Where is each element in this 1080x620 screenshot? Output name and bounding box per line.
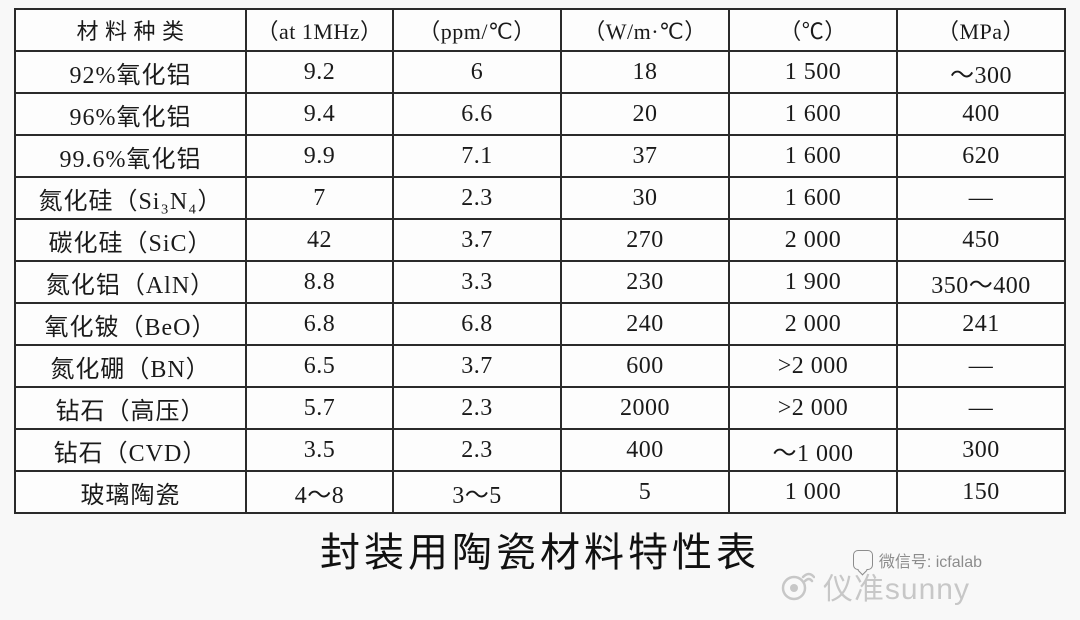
value-cell: 3.3: [393, 261, 561, 303]
value-cell: 7: [246, 177, 393, 219]
value-cell: 18: [561, 51, 729, 93]
value-cell: 600: [561, 345, 729, 387]
value-cell: 1 600: [729, 93, 897, 135]
value-cell: 620: [897, 135, 1065, 177]
value-cell: 9.2: [246, 51, 393, 93]
table-row: 氮化铝（AlN）8.83.32301 900350～400: [15, 261, 1065, 303]
value-cell: 3.5: [246, 429, 393, 471]
material-name-cell: 碳化硅（SiC）: [15, 219, 246, 261]
table-row: 钻石（高压）5.72.32000>2 000—: [15, 387, 1065, 429]
value-cell: 9.4: [246, 93, 393, 135]
material-name-cell: 氮化铝（AlN）: [15, 261, 246, 303]
value-cell: 300: [897, 429, 1065, 471]
table-row: 96%氧化铝9.46.6201 600400: [15, 93, 1065, 135]
value-cell: 2.3: [393, 387, 561, 429]
value-cell: 2 000: [729, 219, 897, 261]
value-cell: 240: [561, 303, 729, 345]
value-cell: 5: [561, 471, 729, 513]
material-name-cell: 钻石（CVD）: [15, 429, 246, 471]
column-header: （MPa）: [897, 9, 1065, 51]
material-name-cell: 氮化硼（BN）: [15, 345, 246, 387]
table-row: 玻璃陶瓷4～83～551 000150: [15, 471, 1065, 513]
table-row: 99.6%氧化铝9.97.1371 600620: [15, 135, 1065, 177]
value-cell: 2000: [561, 387, 729, 429]
value-cell: 241: [897, 303, 1065, 345]
material-name-cell: 氧化铍（BeO）: [15, 303, 246, 345]
value-cell: 1 000: [729, 471, 897, 513]
value-cell: 230: [561, 261, 729, 303]
value-cell: 3.7: [393, 219, 561, 261]
value-cell: 2 000: [729, 303, 897, 345]
value-cell: 350～400: [897, 261, 1065, 303]
column-header: （ppm/℃）: [393, 9, 561, 51]
value-cell: 3.7: [393, 345, 561, 387]
material-name-cell: 氮化硅（Si₃N₄）: [15, 177, 246, 219]
value-cell: 1 600: [729, 177, 897, 219]
value-cell: 450: [897, 219, 1065, 261]
value-cell: 2.3: [393, 177, 561, 219]
value-cell: 1 500: [729, 51, 897, 93]
value-cell: 8.8: [246, 261, 393, 303]
value-cell: 9.9: [246, 135, 393, 177]
weibo-watermark-label: 仪准sunny: [823, 564, 970, 608]
materials-table-wrap: 材 料 种 类（at 1MHz）（ppm/℃）（W/m·℃）（℃）（MPa）92…: [0, 0, 1080, 578]
value-cell: 5.7: [246, 387, 393, 429]
table-row: 92%氧化铝9.26181 500～300: [15, 51, 1065, 93]
value-cell: ～1 000: [729, 429, 897, 471]
table-row: 氮化硼（BN）6.53.7600>2 000—: [15, 345, 1065, 387]
value-cell: 6: [393, 51, 561, 93]
table-row: 钻石（CVD）3.52.3400～1 000300: [15, 429, 1065, 471]
value-cell: >2 000: [729, 387, 897, 429]
material-name-cell: 玻璃陶瓷: [15, 471, 246, 513]
value-cell: 1 600: [729, 135, 897, 177]
material-name-cell: 99.6%氧化铝: [15, 135, 246, 177]
value-cell: 3～5: [393, 471, 561, 513]
value-cell: 7.1: [393, 135, 561, 177]
value-cell: 400: [561, 429, 729, 471]
column-header: （℃）: [729, 9, 897, 51]
column-header: （W/m·℃）: [561, 9, 729, 51]
value-cell: 6.8: [393, 303, 561, 345]
material-name-cell: 92%氧化铝: [15, 51, 246, 93]
table-row: 氧化铍（BeO）6.86.82402 000241: [15, 303, 1065, 345]
value-cell: 150: [897, 471, 1065, 513]
weibo-eye-icon: [779, 571, 815, 601]
value-cell: 4～8: [246, 471, 393, 513]
column-header: （at 1MHz）: [246, 9, 393, 51]
value-cell: 2.3: [393, 429, 561, 471]
material-name-cell: 96%氧化铝: [15, 93, 246, 135]
value-cell: 42: [246, 219, 393, 261]
value-cell: 30: [561, 177, 729, 219]
value-cell: 400: [897, 93, 1065, 135]
weibo-watermark: 仪准sunny: [779, 564, 970, 608]
value-cell: 6.8: [246, 303, 393, 345]
value-cell: 1 900: [729, 261, 897, 303]
table-row: 氮化硅（Si₃N₄）72.3301 600—: [15, 177, 1065, 219]
value-cell: 6.6: [393, 93, 561, 135]
value-cell: —: [897, 177, 1065, 219]
table-row: 碳化硅（SiC）423.72702 000450: [15, 219, 1065, 261]
value-cell: 6.5: [246, 345, 393, 387]
value-cell: 20: [561, 93, 729, 135]
value-cell: —: [897, 345, 1065, 387]
value-cell: 270: [561, 219, 729, 261]
column-header: 材 料 种 类: [15, 9, 246, 51]
value-cell: >2 000: [729, 345, 897, 387]
value-cell: ～300: [897, 51, 1065, 93]
materials-table: 材 料 种 类（at 1MHz）（ppm/℃）（W/m·℃）（℃）（MPa）92…: [14, 8, 1066, 514]
material-name-cell: 钻石（高压）: [15, 387, 246, 429]
value-cell: —: [897, 387, 1065, 429]
value-cell: 37: [561, 135, 729, 177]
